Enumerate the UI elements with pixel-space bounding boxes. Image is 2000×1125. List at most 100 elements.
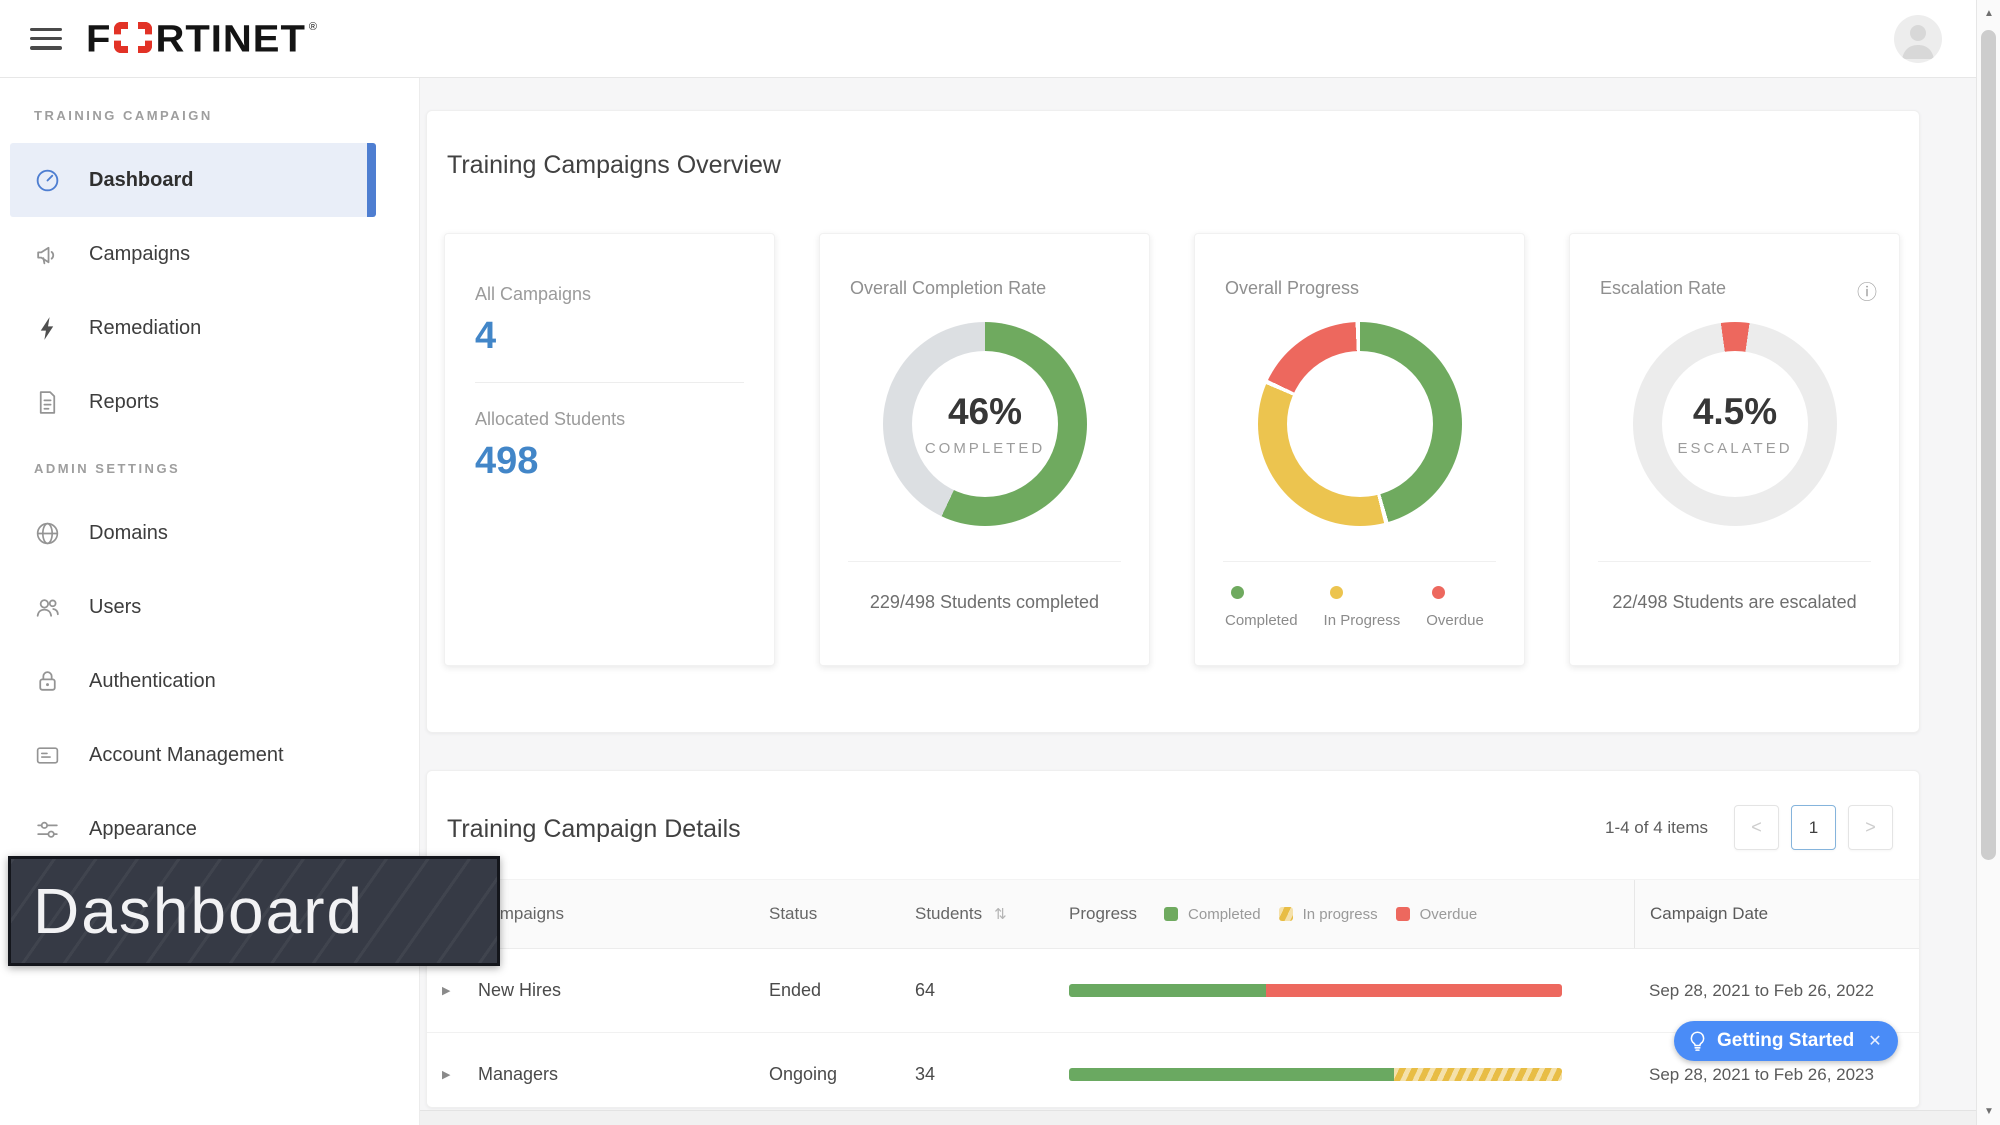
column-header-campaign-date[interactable]: Campaign Date: [1634, 880, 1919, 948]
sidebar-item-account-management[interactable]: Account Management: [0, 718, 419, 792]
sidebar: TRAINING CAMPAIGN Dashboard Campaigns: [0, 78, 420, 1125]
table-header-row: Campaigns Status Students ⇅ Progress Com…: [427, 879, 1919, 949]
sidebar-item-label: Authentication: [89, 669, 216, 692]
vertical-scrollbar[interactable]: ▲ ▼: [1976, 0, 2000, 1125]
sidebar-item-appearance[interactable]: Appearance: [0, 792, 419, 866]
progress-legend: Completed In Progress Overdue: [1225, 586, 1484, 629]
campaign-students: 64: [915, 980, 936, 1000]
sidebar-item-campaigns[interactable]: Campaigns: [0, 217, 419, 291]
progress-bar: [1069, 1068, 1562, 1081]
progress-bar-segment: [1069, 984, 1267, 997]
completion-rate-card: Overall Completion Rate 46% COMPLETED 22…: [819, 233, 1150, 666]
padlock-icon: [34, 668, 61, 695]
pagination-summary: 1-4 of 4 items: [1605, 817, 1708, 837]
allocated-students-value: 498: [475, 440, 539, 482]
card-divider: [1598, 561, 1871, 562]
horizontal-scrollbar[interactable]: [420, 1110, 1976, 1125]
legend-item-in-progress: In progress: [1278, 905, 1378, 923]
sidebar-item-remediation[interactable]: Remediation: [0, 291, 419, 365]
completion-donut-center: 46% COMPLETED: [883, 322, 1087, 526]
overdue-dot: [1432, 586, 1446, 599]
caption-text: Dashboard: [33, 875, 365, 947]
progress-header-label: Progress: [1069, 904, 1138, 923]
progress-bar-segment: [1266, 984, 1562, 997]
sidebar-item-authentication[interactable]: Authentication: [0, 644, 419, 718]
logo-text-f: F: [86, 17, 112, 60]
campaign-progress: [1054, 1068, 1634, 1081]
campaign-table: Campaigns Status Students ⇅ Progress Com…: [427, 879, 1919, 1107]
row-expand-icon[interactable]: ▶: [442, 1069, 451, 1081]
progress-bar-segment: [1069, 1068, 1395, 1081]
sidebar-item-label: Users: [89, 595, 142, 618]
scrollbar-thumb[interactable]: [1981, 30, 1996, 860]
completed-swatch: [1164, 907, 1179, 921]
progress-bar: [1069, 984, 1562, 997]
table-row[interactable]: ▶ Managers Ongoing 34 Sep 28, 2021 to Fe…: [427, 1033, 1919, 1107]
main-content: Training Campaigns Overview All Campaign…: [420, 78, 1976, 1125]
campaign-status: Ongoing: [769, 1064, 838, 1084]
lightning-bolt-icon: [34, 315, 61, 342]
sidebar-item-label: Reports: [89, 390, 160, 413]
sidebar-item-label: Dashboard: [89, 168, 194, 191]
sidebar-item-domains[interactable]: Domains: [0, 496, 419, 570]
row-expand-icon[interactable]: ▶: [442, 985, 451, 997]
progress-header-legend: Completed In progress Overdue: [1164, 906, 1477, 923]
completion-donut-chart: [883, 322, 1087, 526]
scroll-down-icon[interactable]: ▼: [1984, 1106, 1994, 1117]
getting-started-button[interactable]: Getting Started ✕: [1674, 1021, 1898, 1061]
sort-icon[interactable]: ⇅: [994, 906, 1007, 923]
column-header-campaigns[interactable]: Campaigns: [478, 904, 564, 923]
pagination-prev-button[interactable]: <: [1734, 805, 1779, 850]
sidebar-item-dashboard[interactable]: Dashboard: [10, 143, 376, 217]
column-header-students[interactable]: Students ⇅: [900, 904, 1054, 924]
table-row[interactable]: ▶ New Hires Ended 64 Sep 28, 2021 to Feb…: [427, 949, 1919, 1033]
id-card-icon: [34, 742, 61, 769]
person-icon: [1902, 25, 1934, 59]
lightbulb-icon: [1690, 1030, 1705, 1051]
getting-started-label: Getting Started: [1717, 1030, 1855, 1051]
card-divider: [848, 561, 1121, 562]
escalation-rate-title: Escalation Rate: [1600, 278, 1727, 298]
pagination: 1-4 of 4 items < 1 >: [1605, 805, 1893, 850]
sidebar-item-users[interactable]: Users: [0, 570, 419, 644]
fortinet-logo: F RTINET ®: [86, 19, 317, 59]
completion-percent: 46%: [947, 391, 1023, 432]
legend-label: Overdue: [1419, 905, 1478, 923]
legend-label: In Progress: [1323, 612, 1401, 629]
all-campaigns-card: All Campaigns 4 Allocated Students 498: [444, 233, 775, 666]
caption-overlay: Dashboard: [8, 856, 500, 966]
pagination-page-1-button[interactable]: 1: [1791, 805, 1836, 850]
pagination-next-button[interactable]: >: [1848, 805, 1893, 850]
legend-item-in-progress: In Progress: [1323, 586, 1401, 629]
all-campaigns-value: 4: [475, 315, 497, 357]
column-header-progress: Progress Completed In progress: [1054, 904, 1634, 924]
scroll-up-icon[interactable]: ▲: [1984, 8, 1994, 19]
completion-rate-title: Overall Completion Rate: [850, 278, 1047, 298]
escalation-sublabel: ESCALATED: [1677, 440, 1793, 457]
escalation-donut-chart: [1633, 322, 1837, 526]
megaphone-icon: [34, 241, 61, 268]
progress-donut-chart: [1258, 322, 1462, 526]
escalation-donut-center: 4.5% ESCALATED: [1633, 322, 1837, 526]
column-header-status[interactable]: Status: [769, 904, 818, 923]
overall-progress-card: Overall Progress Completed In Progress O…: [1194, 233, 1525, 666]
sidebar-section-training-campaign: TRAINING CAMPAIGN: [34, 108, 213, 123]
hamburger-menu-icon[interactable]: [30, 27, 62, 50]
card-divider: [1223, 561, 1496, 562]
campaign-date: Sep 28, 2021 to Feb 26, 2022: [1649, 980, 1874, 1000]
overview-panel: Training Campaigns Overview All Campaign…: [426, 110, 1920, 733]
sliders-icon: [34, 816, 61, 843]
legend-item-completed: Completed: [1164, 906, 1261, 923]
user-avatar[interactable]: [1894, 15, 1942, 63]
overview-title: Training Campaigns Overview: [447, 151, 781, 179]
legend-label: Completed: [1225, 612, 1298, 629]
sidebar-item-label: Appearance: [89, 817, 197, 840]
info-icon[interactable]: ⓘ: [1857, 282, 1877, 304]
close-icon[interactable]: ✕: [1868, 1033, 1882, 1050]
sidebar-item-reports[interactable]: Reports: [0, 365, 419, 439]
sidebar-item-label: Account Management: [89, 743, 284, 766]
legend-label: In progress: [1302, 905, 1378, 923]
escalation-caption: 22/498 Students are escalated: [1612, 592, 1857, 612]
progress-bar-segment: [1394, 1068, 1562, 1081]
